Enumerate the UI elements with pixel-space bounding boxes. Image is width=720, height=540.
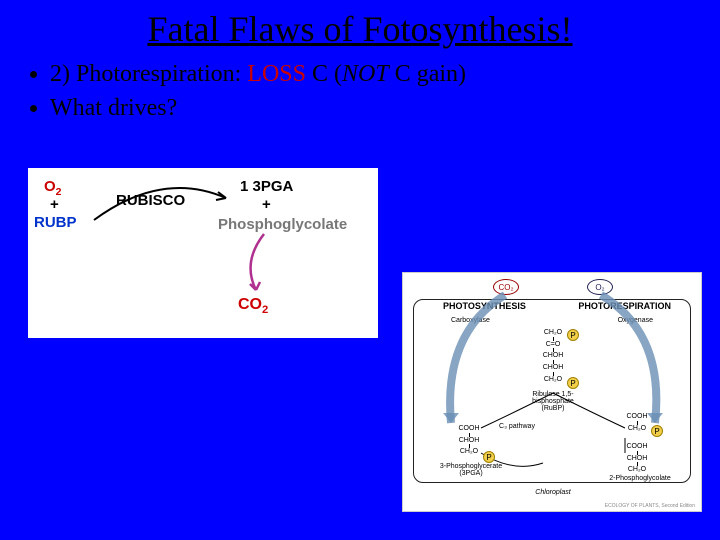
pgly-l2: CH₂O [619,425,655,433]
rubp-l3: CHOH [533,352,573,360]
reaction-panel: O2 + RUBP RUBISCO 1 3PGA + Phosphoglycol… [28,168,378,338]
o2-label: O2 [44,178,62,198]
co2-label: CO2 [238,296,268,316]
chloroplast-label: Chloroplast [523,489,583,496]
co2-arrow-icon [234,232,274,294]
slide-title: Fatal Flaws of Fotosynthesis! [0,0,720,50]
bullet-1-loss: LOSS [247,61,306,87]
phosphoglycolate-label: Phosphoglycolate [218,216,347,233]
source-label: ECOLOGY OF PLANTS, Second Edition [605,503,695,509]
pga-structure: COOH CHOH CH₂O [451,425,487,456]
pglycolate-caption: 2-Phosphoglycolate [603,475,677,482]
pgly-l1: COOH [619,413,655,421]
bullet-2: What drives? [50,92,720,126]
o2-text: O [44,178,56,195]
pga-caption: 3-Phosphoglycerate (3PGA) [437,463,505,477]
rubp-l4: CHOH [533,364,573,372]
plus-1: + [50,196,59,213]
pga-pre: 1 3 [240,178,261,195]
rubp-caption: Ribulose 1,5- bisphosphate (RuBP) [521,391,585,412]
plus-2: + [262,196,271,213]
bullet-1-post: C gain) [389,61,466,87]
right-prod2-structure: COOH CHOH CH₂O [619,443,655,474]
rp2-l3: CH₂O [619,466,655,474]
bullet-1-mid: C ( [306,61,342,87]
bullet-1-not: NOT [342,61,389,87]
c3-label: C₃ pathway [499,423,535,430]
phosphate-2: P [567,377,579,389]
bullet-1: 2) Photorespiration: LOSS C (NOT C gain) [50,58,720,92]
phosphate-4: P [651,425,663,437]
pga-l2: CHOH [451,437,487,445]
pga-l1: COOH [451,425,487,433]
pathway-diagram: PHOTOSYNTHESIS PHOTORESPIRATION CO₂ O₂ C… [402,272,702,512]
phosphate-3: P [483,451,495,463]
phosphate-1: P [567,329,579,341]
co2-text: CO [238,296,262,313]
rp2-l1: COOH [619,443,655,451]
pga-l3: CH₂O [451,448,487,456]
co2-sub: 2 [262,304,268,316]
bullet-1-pre: 2) Photorespiration: [50,61,247,87]
bullet-list: 2) Photorespiration: LOSS C (NOT C gain)… [0,50,720,125]
pga-text: PGA [261,178,294,195]
rubp-label: RUBP [34,214,77,231]
pga-label: 1 3PGA [240,178,293,195]
pglycolate-structure: COOH CH₂O [619,413,655,432]
rubp-l2: C=O [533,341,573,349]
reaction-arrow-icon [92,180,232,230]
rp2-l2: CHOH [619,455,655,463]
